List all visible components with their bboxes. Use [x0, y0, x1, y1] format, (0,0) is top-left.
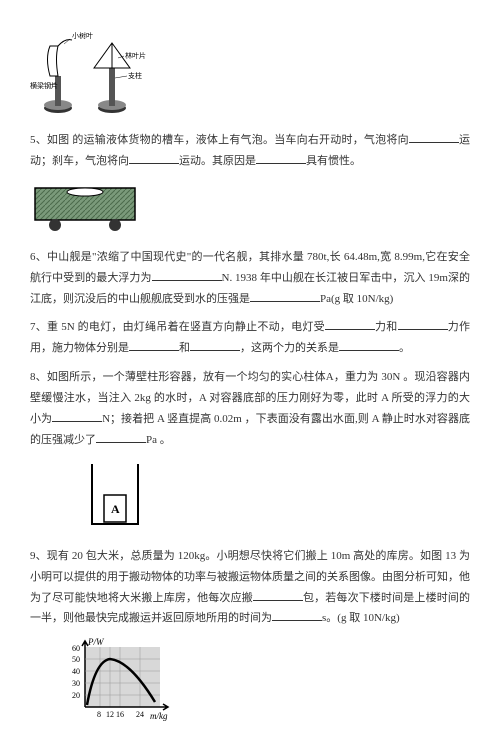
figure-apparatus: 小树叶 林叶片 横梁钢片 支柱 — [30, 28, 470, 118]
q7-blank-4 — [190, 339, 240, 351]
fig1-label-mid: 林叶片 — [125, 51, 146, 60]
question-9: 9、现有 20 包大米，总质量为 120kg。小明想尽快将它们搬上 10m 高处… — [30, 546, 470, 630]
q7-blank-3 — [129, 339, 179, 351]
fig1-label-top: 小树叶 — [72, 31, 93, 40]
q5-blank-2 — [129, 152, 179, 164]
ytick-50: 50 — [72, 655, 80, 664]
question-5: 5、如图 的运输液体货物的槽车，液体上有气泡。当车向右开动时，气泡将向运动；刹车… — [30, 130, 470, 172]
q8-blank-2 — [96, 431, 146, 443]
box-a-label: A — [111, 502, 120, 516]
fig1-label-right: 支柱 — [128, 71, 142, 80]
q6-text-3: Pa(g 取 10N/kg) — [320, 293, 393, 305]
ytick-30: 30 — [72, 679, 80, 688]
q5-text-4: 具有惯性。 — [306, 155, 361, 167]
q6-blank-1 — [152, 269, 222, 281]
q9-blank-1 — [253, 589, 303, 601]
q5-blank-3 — [256, 152, 306, 164]
xtick-8: 8 — [97, 710, 101, 719]
q5-blank-1 — [409, 131, 459, 143]
question-6: 6、中山舰是"浓缩了中国现代史"的一代名舰，其排水量 780t,长 64.48m… — [30, 247, 470, 310]
q7-text-1: 7、重 5N 的电灯，由灯绳吊着在竖直方向静止不动，电灯受 — [30, 321, 325, 333]
q5-text-1: 5、如图 的运输液体货物的槽车，液体上有气泡。当车向右开动时，气泡将向 — [30, 134, 409, 146]
q8-text-3: Pa 。 — [146, 434, 171, 446]
question-7: 7、重 5N 的电灯，由灯绳吊着在竖直方向静止不动，电灯受力和力作用，施力物体分… — [30, 317, 470, 359]
question-8: 8、如图所示，一个薄壁柱形容器，放有一个均匀的实心柱体A，重力为 30N 。现沿… — [30, 367, 470, 451]
q5-text-3: 运动。其原因是 — [179, 155, 256, 167]
q7-text-2: 力和 — [375, 321, 398, 333]
figure-container-a: A — [80, 459, 470, 534]
q7-blank-1 — [325, 318, 375, 330]
figure-power-chart: 60 50 40 30 20 8 12 16 24 P/W m/kg — [60, 637, 470, 732]
q7-blank-2 — [398, 318, 448, 330]
q7-text-5: ，这两个力的关系是 — [240, 342, 339, 354]
ytick-40: 40 — [72, 667, 80, 676]
xlabel: m/kg — [150, 711, 168, 721]
xtick-16: 16 — [116, 710, 124, 719]
q6-blank-2 — [250, 290, 320, 302]
q8-blank-1 — [52, 410, 102, 422]
q7-text-6: 。 — [399, 342, 410, 354]
q7-text-4: 和 — [179, 342, 190, 354]
ytick-60: 60 — [72, 644, 80, 653]
ytick-20: 20 — [72, 691, 80, 700]
ylabel: P/W — [87, 637, 105, 647]
q7-blank-5 — [339, 339, 399, 351]
xtick-24: 24 — [136, 710, 144, 719]
fig1-label-bottom: 横梁钢片 — [30, 81, 58, 90]
figure-tankcar — [30, 180, 470, 235]
q9-text-3: s。(g 取 10N/kg) — [322, 612, 400, 624]
q9-blank-2 — [272, 609, 322, 621]
xtick-12: 12 — [106, 710, 114, 719]
